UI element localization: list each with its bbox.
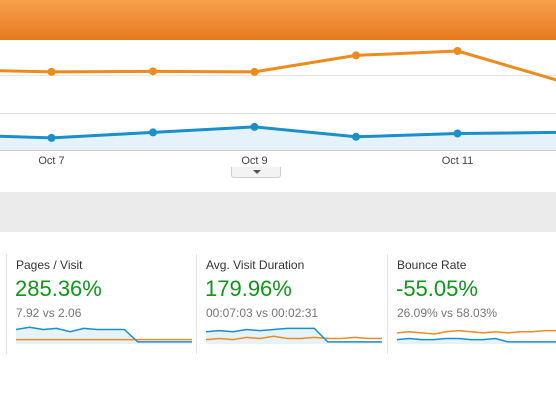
data-point-blue[interactable] (453, 129, 462, 138)
sparkline (16, 326, 192, 344)
sparkline-blue (397, 337, 556, 343)
metric-divider (6, 254, 7, 354)
sparkline-area-blue (206, 328, 382, 344)
sparkline (206, 327, 382, 344)
metric-bounce-rate[interactable]: Bounce Rate -55.05% 26.09% vs 58.03% (387, 254, 556, 354)
sparkline (397, 329, 556, 344)
metric-title: Pages / Visit (16, 258, 83, 272)
metric-pages-per-visit[interactable]: Pages / Visit 285.36% 7.92 vs 2.06 (6, 254, 194, 354)
visits-line-chart: Oct 7 Oct 9 Oct 11 (0, 40, 556, 175)
metric-title: Avg. Visit Duration (206, 258, 305, 272)
metric-change: -55.05% (396, 276, 478, 301)
x-tick-label: Oct 9 (241, 155, 267, 167)
metric-avg-visit-duration[interactable]: Avg. Visit Duration 179.96% 00:07:03 vs … (196, 254, 384, 354)
data-point-orange[interactable] (47, 67, 56, 76)
toolbar-band (0, 192, 556, 232)
sparkline-orange (206, 335, 382, 341)
metric-comparison: 7.92 vs 2.06 (16, 306, 82, 320)
data-point-orange[interactable] (352, 51, 360, 60)
data-point-orange[interactable] (250, 67, 259, 76)
sparkline-blue (206, 327, 382, 343)
metric-comparison: 00:07:03 vs 00:02:31 (206, 306, 319, 320)
metric-comparison: 26.09% vs 58.03% (397, 306, 498, 320)
metric-title: Bounce Rate (397, 258, 467, 272)
data-point-blue[interactable] (47, 133, 56, 142)
data-point-orange[interactable] (453, 47, 462, 55)
series-line-orange (0, 49, 556, 82)
sparkline-orange (397, 329, 556, 335)
data-point-blue[interactable] (352, 132, 360, 141)
metric-divider (387, 254, 388, 354)
data-point-orange[interactable] (149, 67, 157, 76)
data-point-blue[interactable] (250, 122, 259, 131)
metric-divider (196, 254, 197, 354)
series-area-blue (0, 126, 556, 150)
sparkline-blue (16, 326, 192, 343)
collapse-chart-button[interactable] (231, 167, 281, 178)
x-tick-label: Oct 7 (38, 155, 64, 167)
data-point-blue[interactable] (149, 128, 157, 137)
metric-change: 285.36% (15, 276, 102, 301)
metric-change: 179.96% (205, 276, 292, 301)
x-tick-label: Oct 11 (442, 155, 474, 167)
caret-down-icon (253, 170, 261, 174)
line-chart-svg: Oct 7 Oct 9 Oct 11 (0, 47, 556, 167)
header-bar (0, 0, 556, 40)
